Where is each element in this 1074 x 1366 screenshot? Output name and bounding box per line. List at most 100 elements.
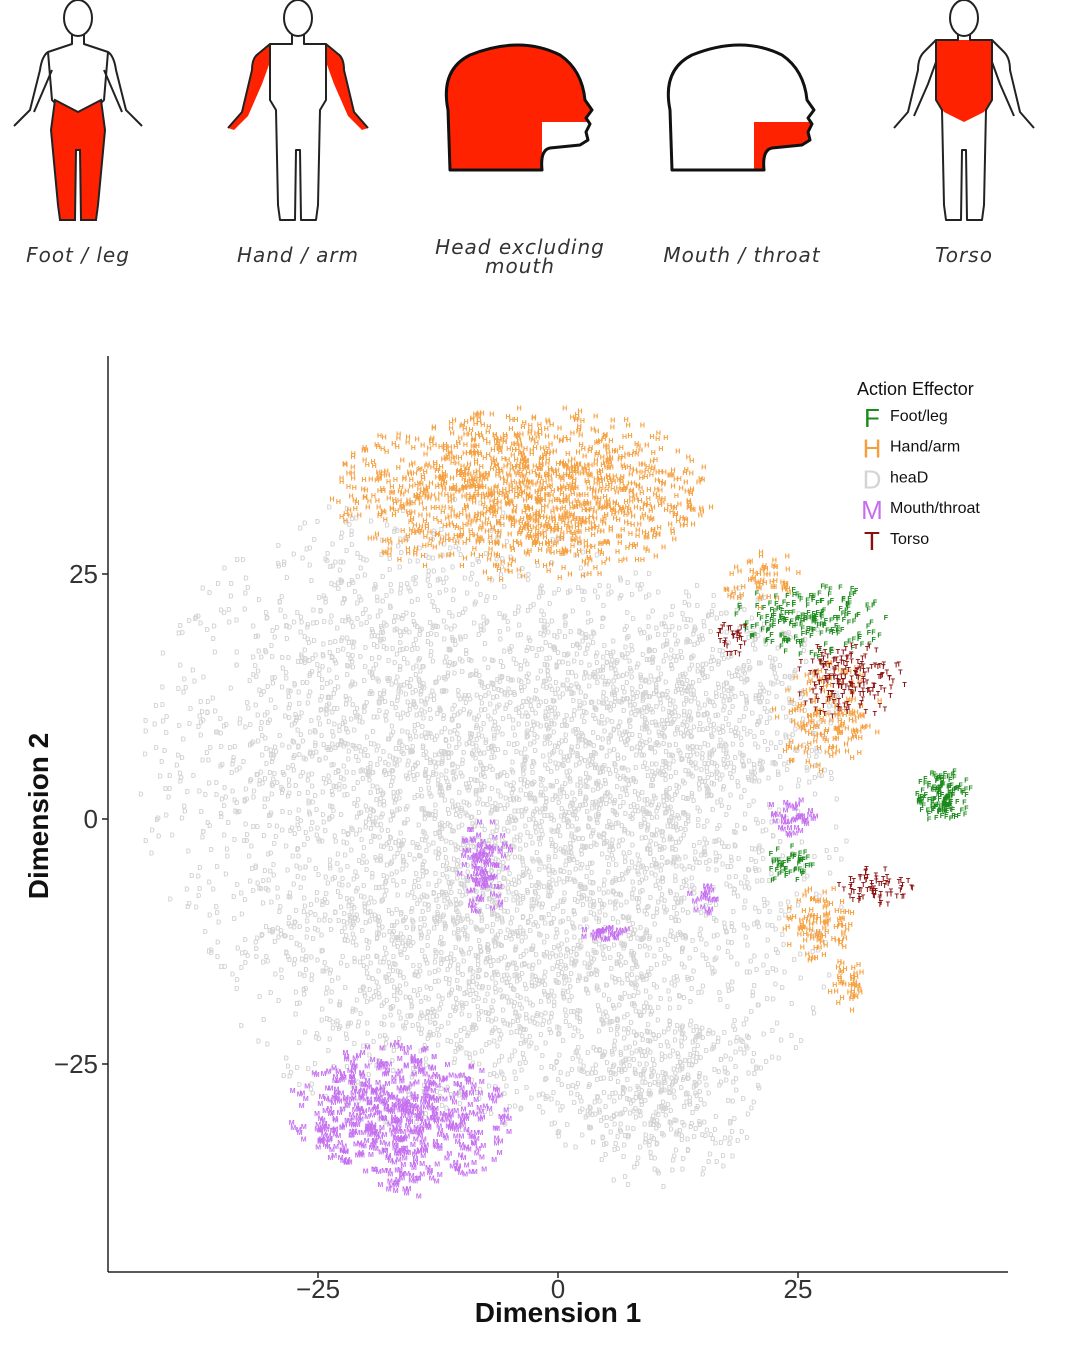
point-D: D: [436, 856, 441, 863]
point-D: D: [743, 874, 748, 881]
point-D: D: [270, 676, 275, 683]
point-D: D: [358, 565, 363, 572]
point-D: D: [161, 718, 166, 725]
point-D: D: [547, 733, 552, 740]
point-D: D: [391, 730, 396, 737]
point-D: D: [405, 817, 410, 824]
point-D: D: [583, 744, 588, 751]
point-D: D: [619, 996, 624, 1003]
point-D: D: [243, 786, 248, 793]
point-D: D: [582, 701, 587, 708]
point-D: D: [228, 594, 233, 601]
point-D: D: [517, 854, 522, 861]
point-D: D: [539, 1013, 544, 1020]
point-D: D: [538, 933, 543, 940]
point-D: D: [422, 923, 427, 930]
point-D: D: [552, 647, 557, 654]
point-D: D: [464, 847, 469, 854]
point-D: D: [603, 913, 608, 920]
point-D: D: [540, 1022, 545, 1029]
point-D: D: [561, 909, 566, 916]
point-D: D: [377, 708, 382, 715]
point-D: D: [635, 896, 640, 903]
point-D: D: [423, 995, 428, 1002]
point-D: D: [257, 994, 262, 1001]
point-D: D: [591, 948, 596, 955]
point-D: D: [572, 912, 577, 919]
point-D: D: [812, 854, 817, 861]
point-D: D: [491, 938, 496, 945]
point-D: D: [451, 918, 456, 925]
point-D: D: [300, 957, 305, 964]
point-D: D: [443, 726, 448, 733]
point-D: D: [821, 984, 826, 991]
point-D: D: [679, 864, 684, 871]
point-D: D: [164, 714, 169, 721]
point-D: D: [523, 823, 528, 830]
point-D: D: [438, 783, 443, 790]
point-D: D: [669, 929, 674, 936]
point-D: D: [443, 737, 448, 744]
point-D: D: [307, 546, 312, 553]
point-D: D: [591, 828, 596, 835]
point-D: D: [387, 567, 392, 574]
point-D: D: [143, 729, 148, 736]
point-D: D: [521, 768, 526, 775]
point-D: D: [277, 909, 282, 916]
point-D: D: [430, 599, 435, 606]
point-D: D: [558, 869, 563, 876]
point-D: D: [245, 585, 250, 592]
point-D: D: [182, 804, 187, 811]
point-D: D: [500, 732, 505, 739]
point-D: D: [516, 605, 521, 612]
point-D: D: [532, 795, 537, 802]
point-D: D: [353, 746, 358, 753]
point-D: D: [519, 679, 524, 686]
point-D: D: [424, 894, 429, 901]
point-D: D: [368, 826, 373, 833]
point-D: D: [434, 680, 439, 687]
point-D: D: [305, 622, 310, 629]
point-D: D: [472, 602, 477, 609]
point-D: D: [290, 738, 295, 745]
point-D: D: [518, 925, 523, 932]
point-D: D: [639, 835, 644, 842]
point-D: D: [426, 929, 431, 936]
point-D: D: [463, 931, 468, 938]
point-D: D: [666, 989, 671, 996]
point-D: D: [461, 959, 466, 966]
point-D: D: [478, 624, 483, 631]
point-D: D: [309, 977, 314, 984]
point-D: D: [465, 936, 470, 943]
point-D: D: [374, 797, 379, 804]
point-D: D: [336, 581, 341, 588]
point-D: D: [442, 636, 447, 643]
point-D: D: [343, 719, 348, 726]
point-D: D: [478, 760, 483, 767]
point-D: D: [313, 1061, 318, 1068]
point-D: D: [528, 834, 533, 841]
point-D: D: [430, 1007, 435, 1014]
point-D: D: [482, 827, 487, 834]
point-D: D: [344, 701, 349, 708]
point-D: D: [342, 938, 347, 945]
point-D: D: [538, 860, 543, 867]
point-D: D: [224, 722, 229, 729]
point-D: D: [637, 880, 642, 887]
point-D: D: [521, 873, 526, 880]
point-D: D: [499, 688, 504, 695]
point-D: D: [352, 728, 357, 735]
point-D: D: [779, 1037, 784, 1044]
point-D: D: [456, 824, 461, 831]
point-D: D: [594, 781, 599, 788]
point-D: D: [395, 528, 400, 535]
point-D: D: [382, 802, 387, 809]
point-D: D: [410, 744, 415, 751]
point-D: D: [615, 784, 620, 791]
point-D: D: [340, 636, 345, 643]
point-D: D: [196, 724, 201, 731]
point-D: D: [485, 992, 490, 999]
point-D: D: [486, 841, 491, 848]
point-D: D: [522, 684, 527, 691]
point-D: D: [222, 566, 227, 573]
